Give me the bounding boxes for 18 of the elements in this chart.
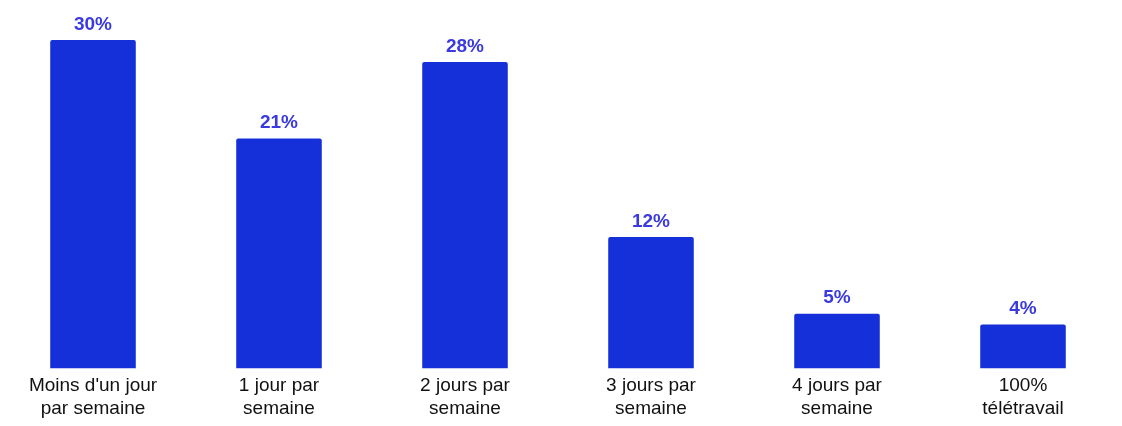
bar: [608, 237, 694, 369]
bar: [422, 61, 508, 369]
x-tick-label: 1 jour par semaine: [238, 374, 320, 418]
x-tick-label: 2 jours par semaine: [420, 374, 511, 418]
bar: [980, 324, 1066, 369]
data-label: 28%: [445, 34, 485, 56]
bar: [50, 40, 136, 369]
data-label: 21%: [259, 111, 299, 133]
data-label: 4%: [1009, 297, 1037, 319]
x-tick-label: 3 jours par semaine: [606, 374, 697, 418]
x-tick-label: 4 jours par semaine: [792, 374, 883, 418]
data-label: 30%: [73, 12, 113, 34]
data-label: 12%: [631, 209, 671, 231]
x-tick-label: Moins d'un jour par semaine: [28, 374, 158, 418]
bar: [236, 138, 322, 369]
x-tick-label: 100% télétravail: [982, 374, 1064, 418]
data-label: 5%: [823, 286, 851, 308]
bar: [794, 313, 880, 369]
